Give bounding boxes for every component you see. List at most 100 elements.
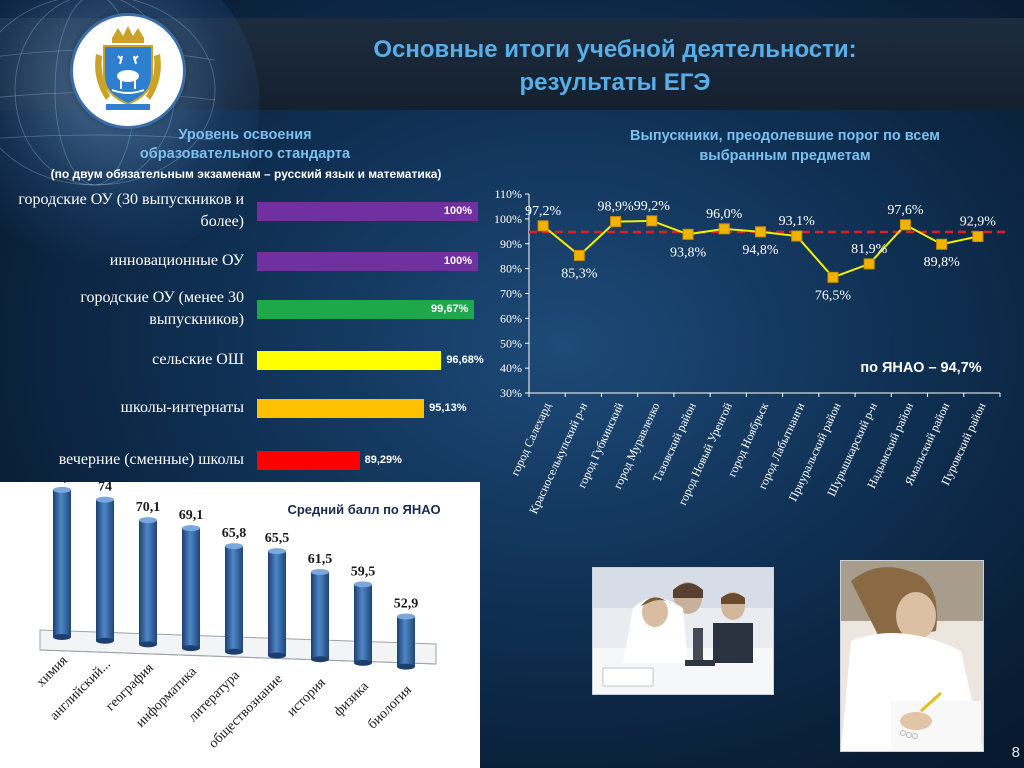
threshold-data-point — [899, 219, 911, 231]
levels-title-line-1: Уровень освоения — [178, 127, 312, 143]
average-score-value: 75,4 — [50, 482, 75, 485]
emblem-badge — [73, 16, 183, 126]
levels-bar-chart: городские ОУ (30 выпускников и более) 100%… — [0, 185, 492, 475]
levels-bar-value: 100% — [443, 255, 472, 267]
average-score-value: 61,5 — [308, 552, 333, 567]
levels-category-label-line: городские ОУ (менее 30 — [80, 289, 244, 306]
threshold-data-label: 89,8% — [924, 255, 961, 270]
region-average-label: по ЯНАО – 94,7% — [860, 360, 982, 376]
average-score-column-base — [139, 641, 157, 648]
students-microscope-photo — [592, 567, 774, 695]
average-score-column — [225, 546, 243, 652]
average-score-category: биология — [365, 682, 415, 732]
average-score-column-base — [53, 634, 71, 640]
levels-bar — [257, 351, 442, 370]
average-score-column — [182, 528, 200, 649]
average-score-value: 65,5 — [265, 531, 290, 546]
threshold-title-line-2: выбранным предметам — [699, 148, 871, 164]
levels-bar-value: 95,13% — [429, 402, 467, 414]
line-chart-y-tick-label: 70% — [500, 287, 522, 301]
threshold-data-label: 76,5% — [815, 288, 852, 303]
slide-title-line-2: результаты ЕГЭ — [519, 69, 711, 96]
student-writing-photo — [840, 560, 984, 752]
threshold-data-label: 99,2% — [634, 199, 671, 214]
threshold-data-label: 98,9% — [597, 200, 634, 215]
average-score-column-base — [311, 656, 329, 663]
average-score-category: химия — [34, 653, 71, 690]
average-score-category: физика — [331, 679, 372, 720]
levels-bar-value: 89,29% — [364, 454, 402, 466]
levels-bar-value: 100% — [443, 205, 472, 217]
threshold-title-line-1: Выпускники, преодолевшие порог по всем — [630, 128, 940, 144]
average-score-column-chart: 75,4химия74английский...70,1география69,… — [34, 482, 437, 751]
levels-bar — [257, 202, 478, 221]
levels-category-label-line: школы-интернаты — [120, 399, 244, 416]
levels-category-label: инновационные ОУ — [0, 250, 244, 272]
levels-bar-value: 99,67% — [431, 303, 469, 315]
line-chart-y-tick-label: 100% — [494, 212, 522, 226]
average-score-column — [397, 616, 415, 667]
line-chart-y-tick-label: 30% — [500, 386, 522, 400]
slide-title-line-1: Основные итоги учебной деятельности: — [373, 36, 857, 63]
threshold-data-label: 93,1% — [779, 214, 816, 229]
line-chart-y-tick-label: 40% — [500, 361, 522, 375]
threshold-data-point — [537, 220, 549, 232]
average-score-column-top — [225, 543, 243, 550]
average-score-column-top — [139, 517, 157, 524]
average-score-column-base — [354, 659, 372, 666]
slide-title: Основные итоги учебной деятельности: рез… — [230, 33, 1000, 99]
levels-title-line-2: образовательного стандарта — [139, 146, 351, 162]
threshold-data-point — [827, 271, 839, 283]
average-score-column-base — [397, 663, 415, 670]
levels-category-label: городские ОУ (менее 30 выпускников) — [0, 287, 244, 331]
threshold-data-point — [863, 258, 875, 270]
line-chart-y-tick-label: 80% — [500, 262, 522, 276]
average-score-column — [354, 584, 372, 663]
average-score-column — [311, 572, 329, 660]
threshold-data-label: 93,8% — [670, 245, 707, 260]
levels-category-label-line: сельские ОШ — [152, 351, 244, 368]
average-score-value: 69,1 — [179, 508, 204, 523]
levels-category-label-line: городские ОУ (30 выпускников и — [18, 191, 244, 208]
average-score-value: 65,8 — [222, 526, 247, 541]
threshold-data-point — [718, 223, 730, 235]
average-score-value: 70,1 — [136, 500, 161, 515]
threshold-data-point — [936, 238, 948, 250]
average-score-column-base — [268, 652, 286, 659]
threshold-data-label: 92,9% — [960, 215, 997, 230]
slide-number: 8 — [1011, 744, 1020, 761]
levels-bar — [257, 399, 425, 418]
average-score-column — [139, 520, 157, 645]
threshold-data-label: 94,8% — [742, 243, 779, 258]
levels-category-label: вечерние (сменные) школы — [0, 449, 244, 471]
levels-bar — [257, 252, 478, 271]
threshold-data-point — [610, 216, 622, 228]
threshold-data-point — [682, 228, 694, 240]
levels-category-label-line: выпускников) — [149, 311, 244, 328]
threshold-data-label: 85,3% — [561, 266, 598, 281]
average-score-title: Средний балл по ЯНАО — [287, 502, 441, 517]
threshold-data-label: 97,2% — [525, 204, 562, 219]
average-score-column-top — [182, 525, 200, 532]
average-score-value: 52,9 — [394, 597, 419, 612]
threshold-data-label: 97,6% — [887, 203, 924, 218]
average-score-column-base — [96, 637, 114, 644]
coat-of-arms-icon — [95, 26, 161, 110]
average-score-column — [53, 489, 71, 637]
average-score-column — [96, 499, 114, 641]
threshold-data-point — [972, 231, 984, 243]
average-score-column-base — [182, 645, 200, 652]
threshold-data-label: 81,9% — [851, 242, 888, 257]
levels-bar-value: 96,68% — [446, 354, 484, 366]
threshold-line-chart: 30% 40% 50% 60% 70% 80% 90% 100% 110%97,2% 85,3% 9… — [494, 187, 1010, 516]
threshold-chart-title: Выпускники, преодолевшие порог по всем в… — [560, 126, 1010, 166]
average-score-value: 59,5 — [351, 564, 376, 579]
average-score-column-base — [225, 648, 243, 655]
average-score-column-top — [397, 613, 415, 620]
average-score-column-top — [53, 486, 71, 493]
average-score-column-top — [354, 581, 372, 588]
threshold-data-label: 96,0% — [706, 207, 743, 222]
levels-chart-title: Уровень освоения образовательного станда… — [100, 126, 390, 164]
average-score-column-top — [268, 548, 286, 555]
average-score-column — [268, 551, 286, 656]
